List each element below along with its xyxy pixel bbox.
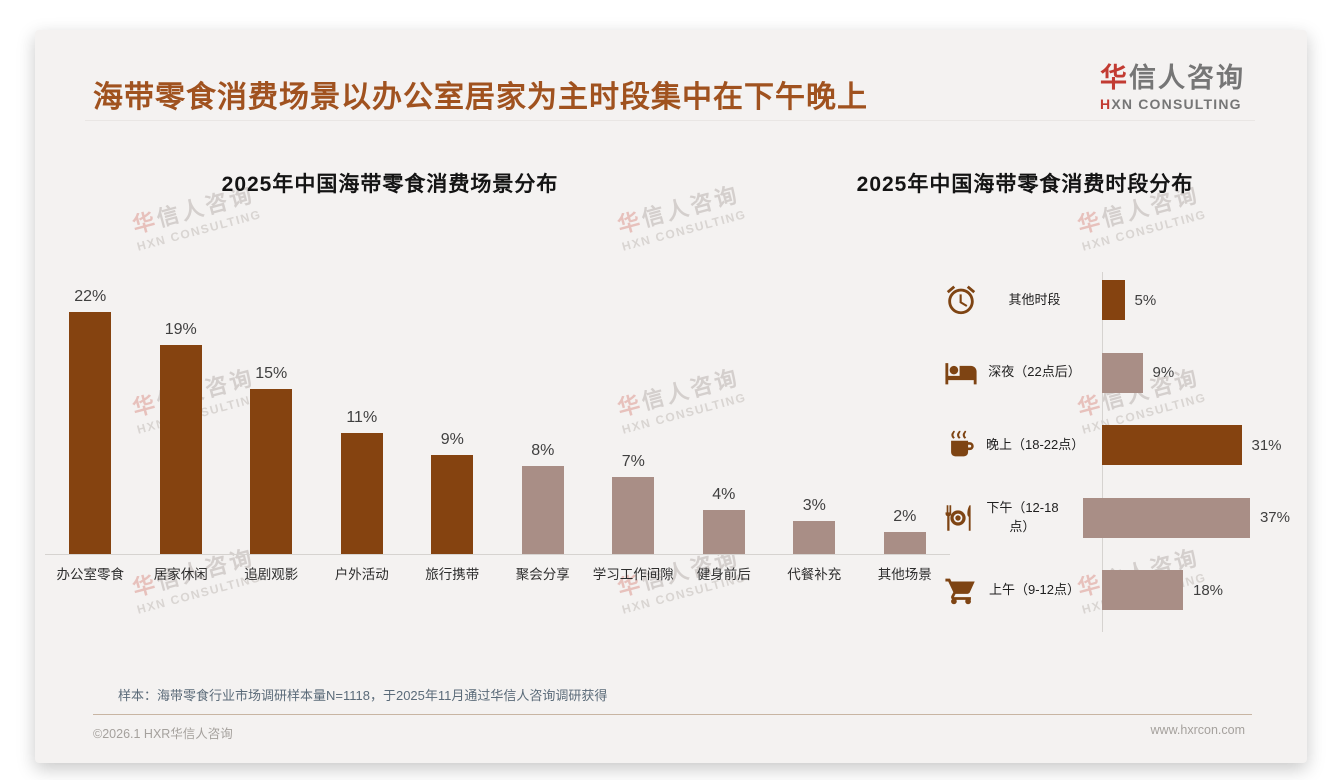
time-bar-area: 31% bbox=[1102, 425, 1282, 466]
time-bar-area: 18% bbox=[1102, 570, 1224, 611]
page-title: 海带零食消费场景以办公室居家为主时段集中在下午晚上 bbox=[93, 81, 868, 114]
logo-chinese-text: 华信人咨询 bbox=[1100, 63, 1245, 93]
bar bbox=[1102, 425, 1242, 466]
company-logo: 华信人咨询 HXN CONSULTING bbox=[1100, 56, 1245, 112]
sample-footnote: 样本：海带零食行业市场调研样本量N=1118，于2025年11月通过华信人咨询调… bbox=[118, 688, 608, 703]
bar bbox=[612, 477, 655, 554]
bar-column: 4% bbox=[679, 486, 770, 554]
bar-column: 9% bbox=[407, 431, 498, 554]
bar bbox=[1102, 352, 1143, 393]
time-bar-area: 5% bbox=[1102, 280, 1157, 321]
time-row: 上午（9-12点） 18% bbox=[940, 554, 1290, 627]
bar-category-label: 居家休闲 bbox=[153, 567, 208, 582]
bar bbox=[431, 455, 474, 554]
bar-column: 8% bbox=[498, 442, 589, 554]
bar bbox=[1102, 280, 1125, 321]
bar bbox=[702, 510, 745, 554]
bar-value-label: 9% bbox=[440, 431, 464, 448]
bar-category-label: 户外活动 bbox=[334, 567, 389, 582]
bar-column: 2% bbox=[860, 508, 951, 554]
time-row: 下午（12-18点） 37% bbox=[940, 482, 1290, 555]
bar bbox=[883, 532, 926, 554]
bar-category-label: 其他场景 bbox=[877, 567, 932, 582]
bar-category-label: 学习工作间隙 bbox=[592, 567, 674, 582]
website-text: www.hxrcon.com bbox=[1150, 723, 1245, 737]
bar-column: 3% bbox=[769, 497, 860, 554]
time-category-label: 其他时段 bbox=[1008, 291, 1061, 307]
bar-category-label: 聚会分享 bbox=[515, 567, 570, 582]
left-chart-title: 2025年中国海带零食消费场景分布 bbox=[221, 173, 559, 196]
bed-icon bbox=[940, 356, 982, 390]
bar-value-label: 18% bbox=[1193, 581, 1224, 599]
bar-column: 7% bbox=[588, 453, 679, 554]
time-category-label: 上午（9-12点） bbox=[988, 581, 1081, 597]
time-bar-chart: 其他时段 5% 深夜（22点后） 9% 晚上（18-22点） 31% 下午（12-18点） 3… bbox=[940, 264, 1290, 627]
bar-column: 19% bbox=[136, 321, 227, 554]
coffee-cup-icon bbox=[940, 428, 982, 462]
alarm-clock-icon bbox=[940, 283, 982, 317]
bar bbox=[69, 312, 112, 554]
bar bbox=[1083, 497, 1250, 538]
time-category-label: 深夜（22点后） bbox=[988, 364, 1081, 380]
bar-value-label: 15% bbox=[255, 365, 288, 382]
bar bbox=[521, 466, 564, 554]
footer-divider bbox=[93, 714, 1252, 715]
bar bbox=[340, 433, 383, 554]
bar-value-label: 22% bbox=[74, 288, 107, 305]
scene-bar-chart-labels: 办公室零食 居家休闲 追剧观影 户外活动 旅行携带 聚会分享 学习工作间隙 健身前后 代餐补充 其… bbox=[45, 563, 950, 583]
bar-category-label: 代餐补充 bbox=[787, 567, 842, 582]
bar bbox=[1102, 570, 1183, 611]
time-bar-area: 37% bbox=[1083, 497, 1290, 538]
time-row: 晚上（18-22点） 31% bbox=[940, 409, 1290, 482]
bar-value-label: 7% bbox=[621, 453, 645, 470]
bar-value-label: 2% bbox=[893, 508, 917, 525]
bar-column: 15% bbox=[226, 365, 317, 554]
dining-plate-icon bbox=[940, 501, 976, 535]
bar-column: 11% bbox=[317, 409, 408, 554]
bar-value-label: 31% bbox=[1251, 436, 1282, 454]
bar-value-label: 5% bbox=[1134, 291, 1157, 309]
time-row: 深夜（22点后） 9% bbox=[940, 337, 1290, 410]
bar-column: 22% bbox=[45, 288, 136, 554]
bar-category-label: 办公室零食 bbox=[56, 567, 125, 582]
time-bar-area: 9% bbox=[1102, 352, 1175, 393]
header-divider bbox=[85, 120, 1255, 121]
logo-english-text: HXN CONSULTING bbox=[1100, 96, 1242, 112]
bar-category-label: 追剧观影 bbox=[244, 567, 299, 582]
bar bbox=[159, 345, 202, 554]
bar-value-label: 19% bbox=[164, 321, 197, 338]
time-category-label: 下午（12-18点） bbox=[986, 499, 1059, 534]
right-chart-title: 2025年中国海带零食消费时段分布 bbox=[856, 173, 1194, 196]
bar-value-label: 3% bbox=[802, 497, 826, 514]
bar-value-label: 37% bbox=[1259, 509, 1290, 527]
time-row: 其他时段 5% bbox=[940, 264, 1290, 337]
content-layer: 海带零食消费场景以办公室居家为主时段集中在下午晚上 华信人咨询 HXN CONS… bbox=[35, 30, 1307, 763]
report-card: 华信人咨询 HXN CONSULTING 华信人咨询 HXN CONSULTING 华信… bbox=[35, 30, 1307, 763]
bar-value-label: 11% bbox=[346, 409, 378, 426]
bar bbox=[793, 521, 836, 554]
bar-value-label: 8% bbox=[531, 442, 555, 459]
bar-value-label: 9% bbox=[1152, 364, 1175, 382]
bar bbox=[250, 389, 293, 554]
copyright-text: ©2026.1 HXR华信人咨询 bbox=[93, 727, 233, 741]
bar-category-label: 健身前后 bbox=[696, 567, 751, 582]
bar-value-label: 4% bbox=[712, 486, 736, 503]
scene-bar-chart: 22% 19% 15% 11% 9% 8% 7% 4% 3% 2% bbox=[45, 255, 950, 555]
time-category-label: 晚上（18-22点） bbox=[986, 436, 1085, 452]
bar-category-label: 旅行携带 bbox=[425, 567, 480, 582]
shopping-cart-icon bbox=[940, 573, 982, 607]
